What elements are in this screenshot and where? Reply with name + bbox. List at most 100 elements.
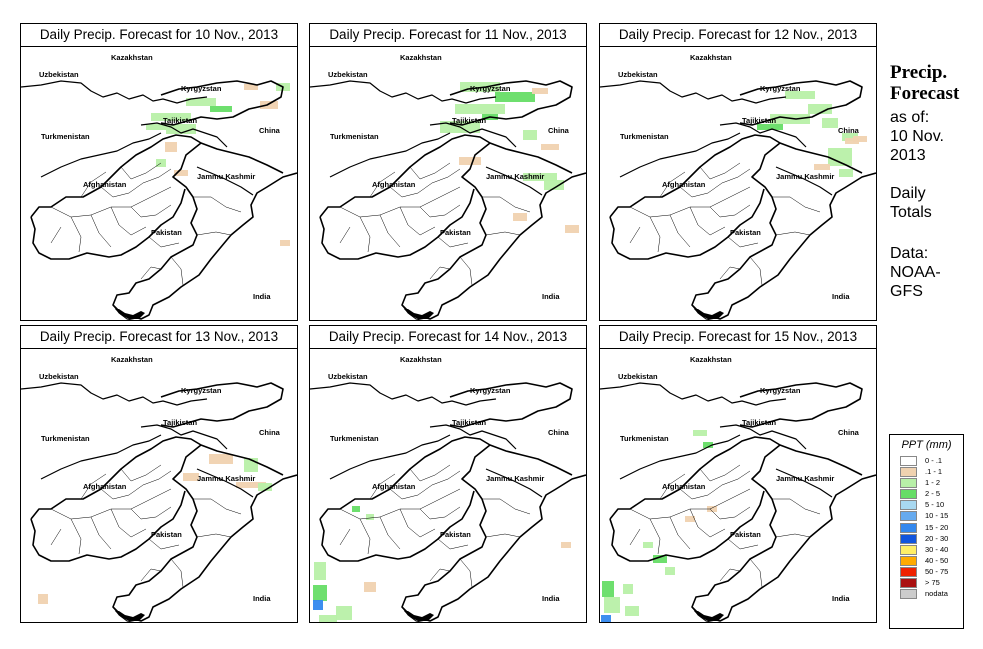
map-label-turkmenistan: Turkmenistan <box>41 132 90 141</box>
precip-area <box>165 142 177 152</box>
legend-swatch <box>900 456 917 466</box>
map-label-china: China <box>548 428 570 437</box>
precip-area <box>513 213 527 221</box>
precip-map: Kazakhstan Uzbekistan Kyrgyzstan Tajikistan… <box>310 349 586 622</box>
legend-label: 0 - .1 <box>925 456 943 465</box>
precip-area <box>703 442 713 448</box>
map-svg: Kazakhstan Uzbekistan Kyrgyzstan Tajikistan… <box>310 53 586 320</box>
precip-area <box>602 581 614 597</box>
map-label-pakistan: Pakistan <box>730 530 761 539</box>
map-label-india: India <box>253 594 271 603</box>
map-label-kyrgyzstan: Kyrgyzstan <box>760 84 801 93</box>
legend-swatch <box>900 566 917 577</box>
legend-row: 5 - 10 <box>900 499 963 511</box>
legend-label: 5 - 10 <box>925 500 945 510</box>
map-label-kazakhstan: Kazakhstan <box>400 53 442 62</box>
precip-area <box>183 473 199 481</box>
precip-map: Kazakhstan Uzbekistan Kyrgyzstan Tajikistan… <box>600 349 876 622</box>
precip-map: Kazakhstan Uzbekistan Kyrgyzstan Tajikistan… <box>21 349 297 622</box>
precip-map: Kazakhstan Uzbekistan Kyrgyzstan Tajikistan… <box>310 47 586 320</box>
map-label-jammu_kashmir: Jammu Kashmir <box>197 474 255 483</box>
precip-area <box>653 555 667 563</box>
precip-area <box>757 124 783 130</box>
precip-area <box>260 101 278 109</box>
map-label-kyrgyzstan: Kyrgyzstan <box>181 84 222 93</box>
sidebar-title-line1: Precip. <box>890 62 948 83</box>
map-svg: Kazakhstan Uzbekistan Kyrgyzstan Tajikistan… <box>21 355 297 622</box>
legend-swatch <box>900 533 917 544</box>
precip-area <box>209 454 233 464</box>
map-label-india: India <box>832 292 850 301</box>
precip-area <box>828 148 852 166</box>
legend-row: 2 - 5 <box>900 488 963 500</box>
forecast-panel: Daily Precip. Forecast for 10 Nov., 2013… <box>20 23 298 321</box>
map-label-pakistan: Pakistan <box>151 228 182 237</box>
map-label-pakistan: Pakistan <box>440 228 471 237</box>
sidebar-totals: Daily Totals <box>890 184 932 222</box>
map-label-jammu_kashmir: Jammu Kashmir <box>776 172 834 181</box>
map-label-turkmenistan: Turkmenistan <box>620 434 669 443</box>
precip-area <box>319 615 337 622</box>
map-svg: Kazakhstan Uzbekistan Kyrgyzstan Tajikistan… <box>310 355 586 622</box>
forecast-panel: Daily Precip. Forecast for 11 Nov., 2013… <box>309 23 587 321</box>
legend-swatch <box>900 478 917 489</box>
sidebar-asof-line3: 2013 <box>890 147 926 164</box>
precip-area <box>336 606 352 620</box>
precip-area <box>565 225 579 233</box>
map-label-uzbekistan: Uzbekistan <box>618 70 658 79</box>
map-label-afghanistan: Afghanistan <box>662 482 706 491</box>
legend-row: 0 - .1 <box>900 455 963 466</box>
legend-row: 15 - 20 <box>900 522 963 533</box>
precip-area <box>459 157 481 165</box>
map-label-india: India <box>542 594 560 603</box>
precip-area <box>544 180 564 190</box>
map-label-china: China <box>838 428 860 437</box>
map-label-pakistan: Pakistan <box>151 530 182 539</box>
map-label-afghanistan: Afghanistan <box>83 482 127 491</box>
legend-row: > 75 <box>900 577 963 589</box>
map-label-india: India <box>832 594 850 603</box>
precip-area <box>625 606 639 616</box>
legend-row: 1 - 2 <box>900 477 963 489</box>
precip-area <box>314 562 326 580</box>
precip-area <box>785 91 815 99</box>
legend-label: nodata <box>925 589 948 599</box>
precip-area <box>707 506 717 512</box>
precip-area <box>853 136 867 142</box>
sidebar-data-line2: NOAA- <box>890 264 941 281</box>
legend-swatch <box>900 522 917 533</box>
forecast-panel: Daily Precip. Forecast for 14 Nov., 2013… <box>309 325 587 623</box>
legend-label: .1 - 1 <box>925 467 943 477</box>
precip-area <box>693 430 707 436</box>
precip-area <box>186 98 216 106</box>
forecast-panel: Daily Precip. Forecast for 13 Nov., 2013… <box>20 325 298 623</box>
map-label-kazakhstan: Kazakhstan <box>111 53 153 62</box>
legend-swatch <box>900 589 917 600</box>
legend-label: 10 - 15 <box>925 511 949 521</box>
precip-area <box>623 584 633 594</box>
map-label-afghanistan: Afghanistan <box>83 180 127 189</box>
panel-title: Daily Precip. Forecast for 11 Nov., 2013 <box>310 24 586 47</box>
legend-swatch <box>900 578 917 589</box>
legend-swatch <box>900 467 917 478</box>
sidebar-title-line2: Forecast <box>890 83 960 104</box>
precip-area <box>455 104 505 114</box>
map-svg: Kazakhstan Uzbekistan Kyrgyzstan Tajikistan… <box>600 355 876 622</box>
precip-area <box>313 585 327 601</box>
panel-title: Daily Precip. Forecast for 15 Nov., 2013 <box>600 326 876 349</box>
sidebar-asof-line1: as of: <box>890 109 930 126</box>
legend-title: PPT (mm) <box>901 439 952 451</box>
map-label-uzbekistan: Uzbekistan <box>618 372 658 381</box>
forecast-panel: Daily Precip. Forecast for 12 Nov., 2013… <box>599 23 877 321</box>
sidebar-data-line1: Data: <box>890 245 929 262</box>
map-label-jammu_kashmir: Jammu Kashmir <box>486 172 544 181</box>
map-label-uzbekistan: Uzbekistan <box>328 70 368 79</box>
map-label-uzbekistan: Uzbekistan <box>39 70 79 79</box>
map-label-china: China <box>838 126 860 135</box>
map-label-uzbekistan: Uzbekistan <box>39 372 79 381</box>
precip-area <box>814 164 830 170</box>
precip-area <box>842 133 858 141</box>
panel-title: Daily Precip. Forecast for 12 Nov., 2013 <box>600 24 876 47</box>
map-label-afghanistan: Afghanistan <box>372 180 416 189</box>
map-label-pakistan: Pakistan <box>730 228 761 237</box>
